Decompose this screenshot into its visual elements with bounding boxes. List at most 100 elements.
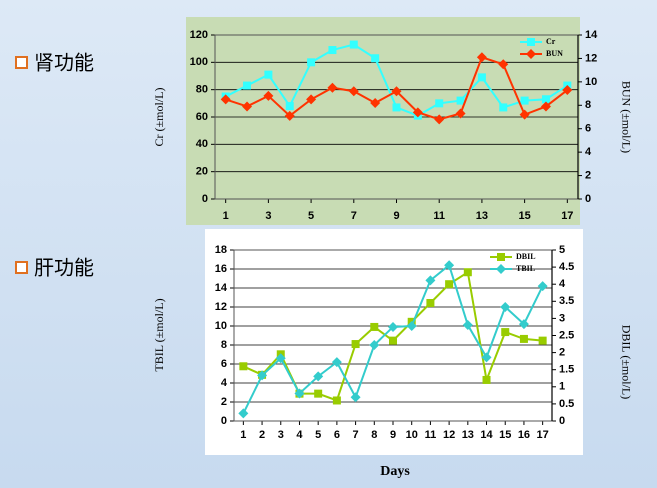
y2-tick-label: 1.5 [559, 364, 574, 376]
data-point [540, 101, 551, 112]
data-point [520, 96, 529, 105]
legend-label: DBIL [516, 252, 536, 261]
legend-label: Cr [546, 37, 556, 46]
x-tick-label: 13 [476, 210, 488, 222]
data-point [307, 58, 316, 67]
y-axis-label: TBIL (±mol/L) [152, 298, 166, 371]
x-tick-label: 1 [240, 429, 246, 441]
data-point [391, 86, 402, 97]
x-tick-label: 5 [308, 210, 314, 222]
data-point [314, 389, 323, 398]
y2-tick-label: 14 [585, 29, 598, 41]
x-tick-label: 9 [390, 429, 396, 441]
x-tick-label: 15 [499, 429, 511, 441]
y2-tick-label: 1 [559, 381, 565, 393]
data-point [350, 392, 361, 403]
data-point [445, 280, 454, 289]
data-point [435, 99, 444, 108]
data-point [332, 396, 341, 405]
y2-tick-label: 12 [585, 52, 597, 64]
data-point [426, 299, 435, 308]
y2-tick-label: 2 [585, 169, 591, 181]
data-point [351, 340, 360, 349]
y-tick-label: 80 [196, 84, 208, 96]
y-tick-label: 0 [221, 415, 227, 427]
y-axis-label: Cr (±mol/L) [152, 88, 166, 147]
data-point [275, 353, 286, 364]
y2-tick-label: 4 [559, 278, 566, 290]
x-tick-label: 7 [351, 210, 357, 222]
data-point [239, 362, 248, 371]
data-point [370, 322, 379, 331]
data-point [257, 370, 268, 381]
data-point [477, 73, 486, 82]
data-point [519, 109, 530, 120]
data-point [562, 85, 573, 96]
data-point [444, 260, 455, 271]
data-point [242, 101, 253, 112]
y2-tick-label: 3.5 [559, 295, 574, 307]
data-point [331, 357, 342, 368]
bullet [15, 261, 28, 274]
data-point [327, 82, 338, 93]
x-tick-label: 12 [443, 429, 455, 441]
y-tick-label: 10 [215, 320, 227, 332]
y2-tick-label: 3 [559, 312, 565, 324]
y2-tick-label: 4 [585, 146, 592, 158]
data-point [456, 96, 465, 105]
y2-tick-label: 0 [585, 193, 591, 205]
x-tick-label: 4 [296, 429, 303, 441]
y2-tick-label: 10 [585, 76, 597, 88]
x-axis-label: Days [380, 464, 410, 479]
legend-marker [497, 253, 505, 261]
data-point [370, 97, 381, 108]
y2-tick-label: 6 [585, 123, 591, 135]
x-tick-label: 16 [518, 429, 530, 441]
y2-axis-label: DBIL (±mol/L) [619, 325, 633, 399]
x-tick-label: 17 [561, 210, 573, 222]
y2-axis-label: BUN (±mol/L) [619, 81, 633, 153]
data-point [498, 59, 509, 70]
y2-tick-label: 2.5 [559, 329, 574, 341]
bullet [15, 56, 28, 69]
y-tick-label: 8 [221, 339, 227, 351]
data-point [412, 107, 423, 118]
data-point [538, 336, 547, 345]
y-tick-label: 12 [215, 301, 227, 313]
x-tick-label: 17 [537, 429, 549, 441]
data-point [243, 81, 252, 90]
y2-tick-label: 4.5 [559, 261, 574, 273]
data-point [476, 52, 487, 63]
data-point [238, 408, 249, 419]
data-point [369, 340, 380, 350]
data-point [328, 46, 337, 55]
x-tick-label: 14 [480, 429, 493, 441]
x-tick-label: 7 [353, 429, 359, 441]
data-point [425, 275, 436, 286]
data-point [499, 103, 508, 112]
data-point [463, 268, 472, 277]
data-point [392, 103, 401, 112]
data-point [371, 54, 380, 63]
legend-marker [527, 38, 535, 46]
x-tick-label: 15 [518, 210, 530, 222]
data-point [455, 108, 466, 119]
x-tick-label: 1 [223, 210, 229, 222]
y-tick-label: 100 [190, 56, 208, 68]
legend-marker [496, 264, 506, 274]
data-point [537, 281, 548, 292]
data-point [501, 328, 510, 337]
y-tick-label: 6 [221, 358, 227, 370]
x-tick-label: 2 [259, 429, 265, 441]
data-point [306, 94, 317, 105]
data-point [406, 321, 417, 331]
data-point [462, 320, 473, 331]
data-point [518, 319, 529, 330]
chart-panel [186, 17, 580, 225]
x-tick-label: 11 [433, 210, 445, 222]
y-tick-label: 18 [215, 244, 227, 256]
data-point [263, 90, 274, 101]
data-point [264, 70, 273, 79]
